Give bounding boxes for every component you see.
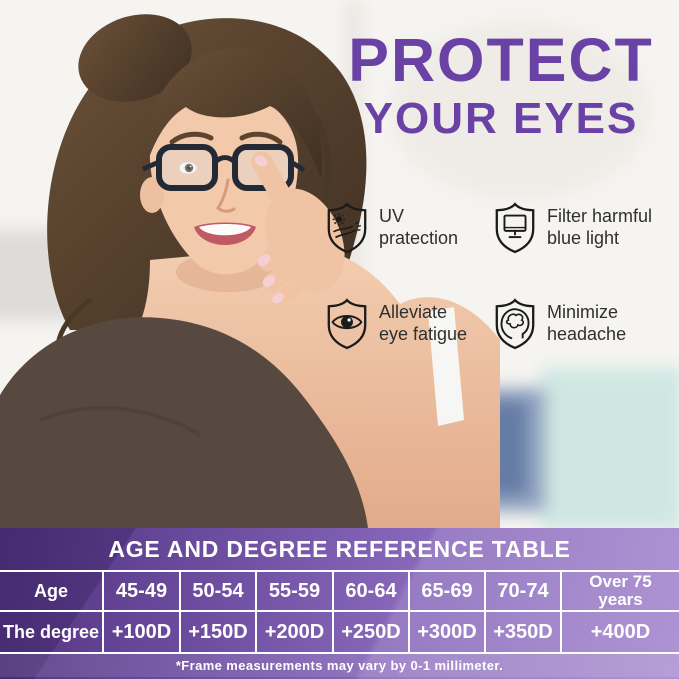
shield-uv-sun-icon: [327, 202, 367, 254]
reference-section: AGE AND DEGREE REFERENCE TABLE Age 45-49…: [0, 528, 679, 679]
feature-list: UV pratection Filter harmful blue light …: [324, 180, 676, 372]
age-range-cell: 65-69: [410, 572, 486, 612]
feature-label-line2: blue light: [547, 228, 620, 248]
shield-eye-icon: [327, 298, 367, 350]
feature-label-line1: Filter harmful: [547, 206, 653, 227]
degree-cell: +250D: [334, 612, 410, 652]
feature-label: Filter harmful blue light: [547, 206, 652, 250]
degree-row-header: The degree: [0, 612, 104, 652]
degree-cell: +200D: [257, 612, 334, 652]
feature-label-line2: eye fatigue: [379, 324, 468, 344]
feature-label-line2: headache: [547, 324, 627, 344]
headline-line-2: YOUR EYES: [363, 94, 639, 143]
feature-label-line2: pratection: [379, 228, 459, 248]
degree-cell: +400D: [590, 620, 651, 643]
feature-blue-light-filter: Filter harmful blue light: [492, 180, 676, 276]
feature-label-line1: Alleviate: [379, 302, 448, 323]
age-range-cell: 55-59: [257, 572, 334, 612]
degree-cell: +150D: [181, 612, 257, 652]
age-degree-table: Age 45-49 50-54 55-59 60-64 65-69 70-74 …: [0, 570, 679, 654]
headline: PROTECT YOUR EYES: [330, 30, 672, 141]
feature-label-line1: Minimize: [547, 302, 619, 323]
degree-cell: +350D: [486, 612, 562, 652]
feature-label: UV pratection: [379, 206, 458, 250]
shield-head-icon: [495, 298, 535, 350]
headline-line-1: PROTECT: [348, 26, 654, 94]
model-photo: [0, 0, 679, 528]
age-range-cell: 50-54: [181, 572, 257, 612]
feature-minimize-headache: Minimize headache: [492, 276, 676, 372]
feature-uv-protection: UV pratection: [324, 180, 492, 276]
table-banner: AGE AND DEGREE REFERENCE TABLE: [108, 535, 571, 562]
age-range-cell: 45-49: [104, 572, 181, 612]
age-range-cell: 60-64: [334, 572, 410, 612]
degree-cell: +300D: [410, 612, 486, 652]
feature-label-line1: UV: [379, 206, 405, 227]
shield-monitor-icon: [495, 202, 535, 254]
degree-cell: +100D: [104, 612, 181, 652]
age-range-cell: Over 75 years: [562, 572, 679, 612]
model-photo-illustration: [0, 0, 679, 528]
feature-label: Alleviate eye fatigue: [379, 302, 467, 346]
age-row-header: Age: [0, 572, 104, 612]
feature-eye-fatigue: Alleviate eye fatigue: [324, 276, 492, 372]
feature-label: Minimize headache: [547, 302, 626, 346]
age-range-cell: 70-74: [486, 572, 562, 612]
frame-measurement-note: *Frame measurements may vary by 0-1 mill…: [0, 654, 679, 677]
